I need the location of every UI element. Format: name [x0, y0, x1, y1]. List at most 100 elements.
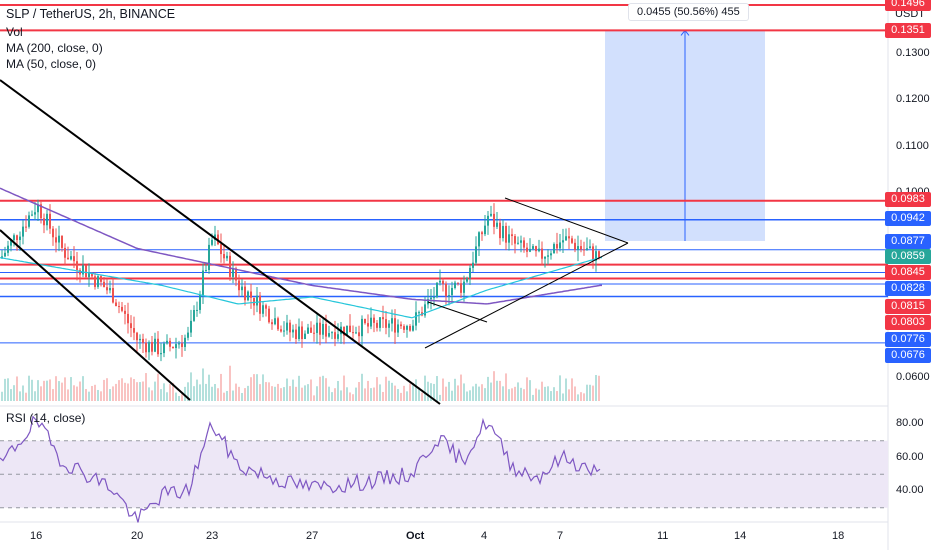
candle-body [40, 204, 42, 219]
candle-body [538, 248, 540, 252]
candle-body [574, 242, 576, 250]
volume-bar [184, 386, 186, 401]
candle-body [124, 310, 126, 314]
candle-body [307, 327, 309, 334]
volume-bar [214, 384, 216, 401]
volume-bar [352, 394, 354, 401]
candle-body [343, 326, 345, 336]
volume-bar [451, 390, 453, 401]
candle-body [247, 291, 249, 301]
volume-bar [508, 389, 510, 401]
candle-body [103, 281, 105, 288]
candle-body [148, 342, 150, 353]
channel-upper-line [0, 79, 441, 405]
candle-body [553, 244, 555, 254]
volume-bar [172, 382, 174, 401]
rsi-legend[interactable]: RSI (14, close) [6, 411, 86, 425]
volume-bar [331, 392, 333, 401]
ma200-legend[interactable]: MA (200, close, 0) [6, 41, 103, 55]
ma50-legend[interactable]: MA (50, close, 0) [6, 57, 97, 71]
candle-body [529, 248, 531, 252]
volume-bar [535, 388, 537, 401]
candle-body [403, 326, 405, 330]
volume-bar [583, 393, 585, 401]
volume-legend[interactable]: Vol [6, 25, 23, 39]
symbol-title[interactable]: SLP / TetherUS, 2h, BINANCE [6, 7, 176, 21]
volume-bar [433, 383, 435, 401]
rsi-line [0, 415, 601, 523]
volume-bar [538, 389, 540, 401]
volume-bar [505, 373, 507, 401]
volume-bar [208, 374, 210, 401]
candle-body [556, 244, 558, 249]
volume-bar [70, 377, 72, 401]
volume-bar [364, 388, 366, 401]
volume-bar [499, 380, 501, 401]
volume-bar [271, 386, 273, 401]
candle-body [232, 268, 234, 277]
volume-bar [463, 383, 465, 401]
candle-body [184, 337, 186, 347]
candle-body [571, 238, 573, 243]
candle-body [121, 306, 123, 311]
candle-body [109, 288, 111, 291]
candle-body [187, 332, 189, 338]
volume-bar [40, 386, 42, 401]
candle-body [565, 236, 567, 241]
candle-body [76, 261, 78, 270]
volume-bar [373, 387, 375, 401]
volume-bar [103, 379, 105, 401]
volume-bar [220, 373, 222, 401]
volume-bar [400, 392, 402, 401]
candle-body [427, 299, 429, 305]
volume-bar [259, 384, 261, 401]
volume-bar [547, 386, 549, 401]
volume-bar [403, 385, 405, 401]
candle-body [385, 319, 387, 328]
candle-body [58, 235, 60, 243]
candle-body [106, 287, 108, 291]
candle-body [91, 272, 93, 277]
candle-body [463, 281, 465, 293]
volume-bar [586, 384, 588, 401]
candle-body [328, 333, 330, 337]
candle-body [151, 342, 153, 352]
volume-bar [592, 385, 594, 401]
volume-bar [412, 382, 414, 401]
volume-bar [55, 376, 57, 401]
candle-body [10, 239, 12, 246]
volume-bar [280, 388, 282, 401]
candle-body [88, 272, 90, 278]
candle-body [37, 204, 39, 213]
candle-body [388, 323, 390, 328]
candle-body [130, 323, 132, 329]
volume-bar [511, 388, 513, 401]
volume-bar [391, 382, 393, 401]
candle-body [547, 255, 549, 257]
volume-bar [448, 381, 450, 401]
candle-body [223, 254, 225, 259]
candle-body [139, 338, 141, 341]
candle-body [52, 228, 54, 238]
price-level-label: 0.0983 [885, 192, 931, 207]
candle-body [1, 256, 3, 258]
volume-bar [517, 382, 519, 401]
candle-body [358, 332, 360, 337]
candle-body [508, 234, 510, 243]
candle-body [418, 312, 420, 314]
volume-bar [160, 389, 162, 401]
volume-bar [97, 389, 99, 401]
volume-bar [379, 384, 381, 401]
volume-bar [445, 386, 447, 401]
measure-label: 0.0455 (50.56%) 455 [628, 3, 749, 21]
candle-body [253, 297, 255, 306]
candle-body [292, 329, 294, 333]
candle-body [295, 329, 297, 339]
candle-body [478, 232, 480, 247]
price-level-label: 0.0859 [885, 249, 931, 264]
volume-bar [382, 391, 384, 401]
candle-body [484, 225, 486, 235]
candle-body [370, 317, 372, 327]
triangle-lower-line [424, 242, 629, 349]
